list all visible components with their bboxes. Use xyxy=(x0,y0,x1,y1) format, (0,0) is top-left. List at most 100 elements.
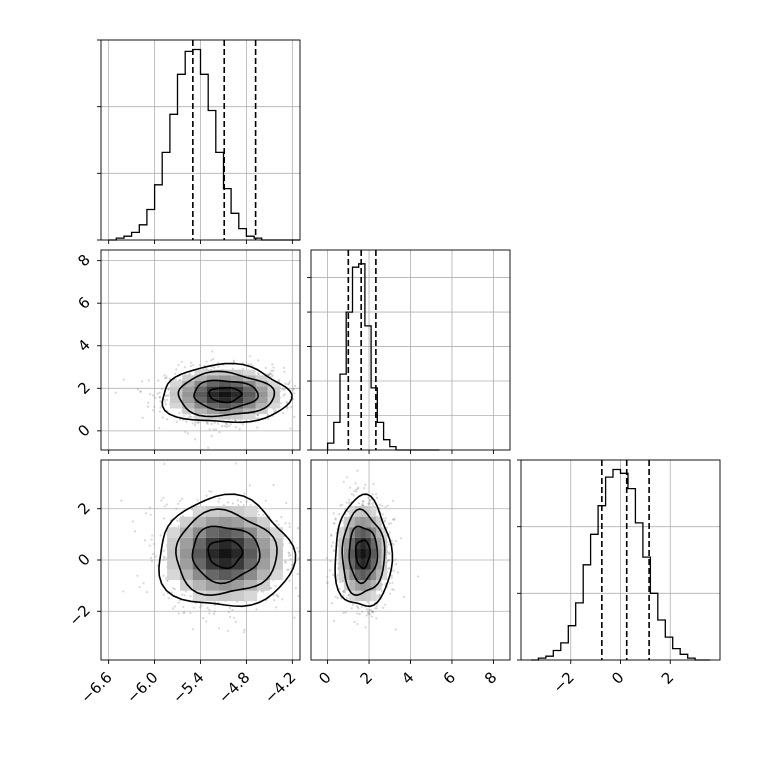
density-cell xyxy=(338,527,344,538)
scatter-point xyxy=(287,568,290,571)
density-cell xyxy=(194,391,207,398)
scatter-point xyxy=(343,591,346,594)
density-cell xyxy=(194,397,207,403)
scatter-point xyxy=(167,388,170,391)
scatter-point xyxy=(371,493,374,496)
scatter-point xyxy=(365,608,369,611)
histogram-step-line xyxy=(531,468,710,661)
density-cell xyxy=(376,580,382,591)
scatter-point xyxy=(177,502,180,505)
scatter-point xyxy=(178,412,181,415)
density-cell xyxy=(192,506,206,517)
scatter-point xyxy=(288,522,291,525)
density-cell xyxy=(231,369,244,376)
contour-level-3 xyxy=(161,362,293,424)
scatter-point xyxy=(189,611,192,615)
scatter-point xyxy=(345,501,348,504)
scatter-point xyxy=(400,537,403,540)
scatter-point xyxy=(175,368,178,371)
density-cell xyxy=(182,403,195,409)
scatter-point xyxy=(162,558,165,562)
scatter-point xyxy=(350,493,354,496)
density-cell xyxy=(370,537,377,549)
scatter-point xyxy=(349,486,352,489)
density-cell xyxy=(231,506,245,517)
scatter-point xyxy=(376,594,379,597)
density-cell xyxy=(381,569,388,580)
density-cell xyxy=(167,527,180,538)
scatter-point xyxy=(235,462,238,465)
scatter-point xyxy=(177,612,180,615)
scatter-point xyxy=(257,359,260,362)
scatter-point xyxy=(183,594,186,597)
scatter-point xyxy=(173,605,176,608)
axes-frame xyxy=(310,249,511,451)
scatter-point xyxy=(167,388,170,391)
density-cell xyxy=(365,580,371,591)
density-cell xyxy=(270,527,283,538)
scatter-point xyxy=(275,593,278,597)
scatter-point xyxy=(283,388,286,391)
y-tick-label: 2 xyxy=(74,499,93,518)
scatter-point xyxy=(283,393,286,396)
scatter-point xyxy=(196,499,199,502)
scatter-point xyxy=(293,616,296,619)
scatter-point xyxy=(150,559,153,563)
density-cell xyxy=(192,537,206,549)
scatter-point xyxy=(368,609,371,612)
density-cell xyxy=(370,506,377,517)
scatter-point xyxy=(277,595,280,598)
density-cell xyxy=(231,391,244,398)
scatter-point xyxy=(369,499,372,502)
scatter-point xyxy=(180,497,183,500)
scatter-point xyxy=(287,554,290,557)
scatter-point xyxy=(378,593,381,597)
scatter-point xyxy=(197,421,200,424)
scatter-point xyxy=(387,522,391,525)
scatter-point xyxy=(330,534,333,537)
scatter-point xyxy=(212,428,215,431)
scatter-point xyxy=(367,502,370,505)
scatter-point xyxy=(226,629,229,632)
scatter-point xyxy=(257,513,260,516)
scatter-point xyxy=(350,607,353,610)
scatter-point xyxy=(206,421,209,424)
scatter-point xyxy=(165,557,168,560)
density-cell xyxy=(365,516,371,528)
density-cell xyxy=(170,391,183,398)
scatter-point xyxy=(274,409,277,412)
scatter-point xyxy=(364,483,367,486)
scatter-point xyxy=(271,363,274,366)
density-cell xyxy=(231,580,245,591)
scatter-point xyxy=(347,593,350,597)
density-cell xyxy=(194,408,207,414)
scatter-point xyxy=(387,559,390,562)
scatter-point xyxy=(379,594,382,597)
density-cell xyxy=(192,516,206,528)
density-cell xyxy=(231,397,244,403)
scatter-point xyxy=(256,426,259,429)
scatter-point xyxy=(234,419,237,422)
density-cell xyxy=(255,408,268,414)
scatter-point xyxy=(367,502,370,505)
scatter-point xyxy=(153,542,156,546)
scatter-point xyxy=(342,594,345,597)
scatter-point xyxy=(391,518,395,521)
density-cell xyxy=(167,558,180,570)
density-cell xyxy=(257,537,270,549)
histogram-panel-param-1 xyxy=(97,39,301,244)
scatter-point xyxy=(371,503,374,506)
scatter-point xyxy=(340,503,344,506)
scatter-point xyxy=(255,608,258,611)
scatter-point xyxy=(325,556,328,559)
scatter-point xyxy=(242,631,245,634)
scatter-point xyxy=(175,420,178,424)
scatter-point xyxy=(187,373,190,376)
scatter-point xyxy=(207,446,210,449)
density-cell xyxy=(257,569,270,580)
scatter-point xyxy=(165,503,168,506)
density-cell xyxy=(349,580,355,591)
scatter-point xyxy=(347,594,350,597)
density-cell xyxy=(257,527,270,538)
contour-level-1 xyxy=(193,379,259,412)
